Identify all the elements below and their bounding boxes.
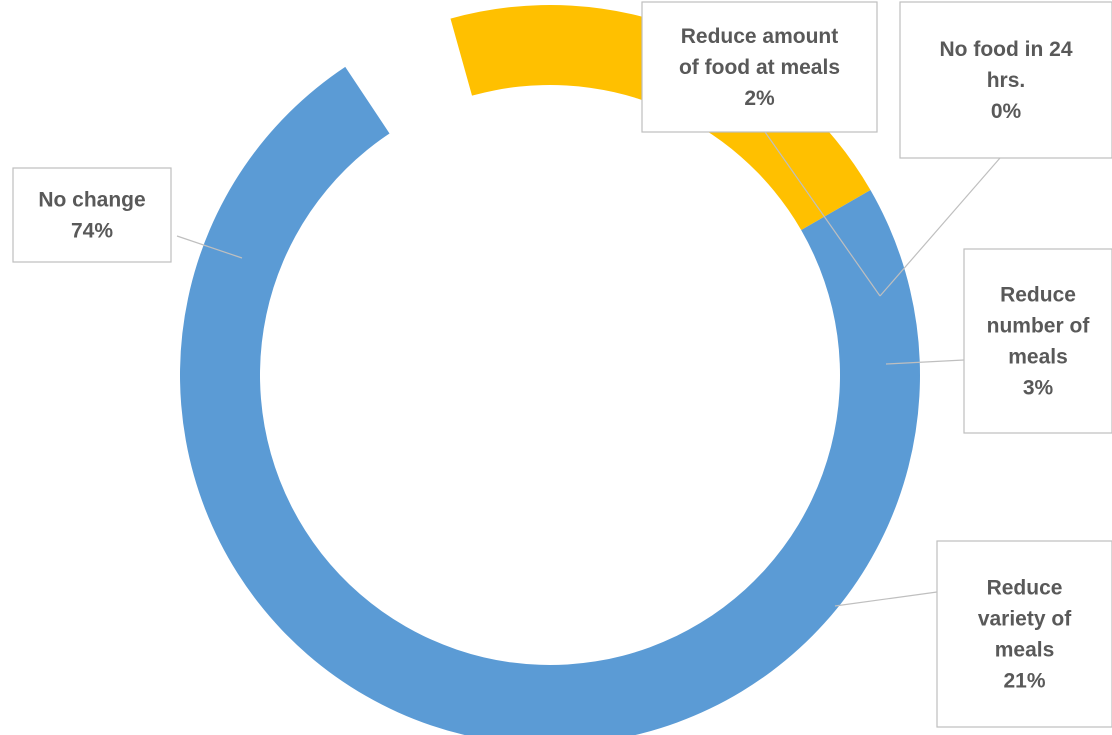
label-text: 21% <box>1003 670 1045 693</box>
leader-line <box>834 591 938 607</box>
label-box <box>641 1 878 133</box>
label-no-change: No change 74% <box>12 167 172 263</box>
leader-line <box>764 131 881 297</box>
label-text: 74% <box>71 220 113 243</box>
label-reduce-amount: Reduce amount of food at meals 2% <box>641 1 878 133</box>
leader-line <box>879 157 1001 297</box>
label-text: number of <box>987 315 1091 338</box>
label-reduce-variety: Reduce variety of meals 21% <box>936 540 1112 728</box>
label-box <box>899 1 1112 159</box>
labels-layer: No change 74% Reduce amount of food at meal… <box>12 1 1112 728</box>
label-text: variety of <box>978 608 1072 631</box>
label-text: 2% <box>744 87 775 110</box>
label-reduce-number: Reduce number of meals 3% <box>963 248 1112 434</box>
label-box <box>12 167 172 263</box>
label-text: Reduce amount <box>681 25 839 48</box>
label-text: No food in 24 <box>940 38 1073 61</box>
label-text: of food at meals <box>679 56 840 79</box>
leader-line <box>885 359 965 365</box>
label-box <box>936 540 1112 728</box>
leader-lines-layer <box>176 131 1001 607</box>
label-text: hrs. <box>987 69 1026 92</box>
label-text: Reduce <box>1000 284 1076 307</box>
leader-line <box>176 235 243 259</box>
slices-layer <box>180 5 920 735</box>
label-text: Reduce <box>987 577 1063 600</box>
label-box <box>963 248 1112 434</box>
label-text: No change <box>38 189 145 212</box>
label-text: meals <box>1008 346 1068 369</box>
label-text: meals <box>995 639 1055 662</box>
label-text: 3% <box>1023 377 1054 400</box>
label-text: 0% <box>991 100 1022 123</box>
label-no-food-24hrs: No food in 24 hrs. 0% <box>899 1 1112 159</box>
slice-reduce-variety <box>450 5 871 231</box>
